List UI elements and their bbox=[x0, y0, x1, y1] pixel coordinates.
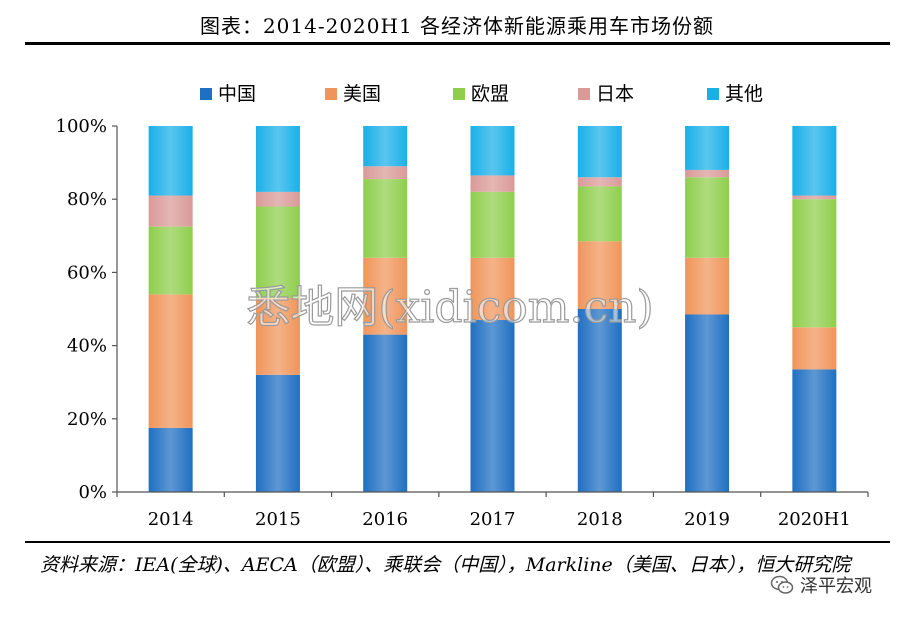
x-tick-label: 2016 bbox=[362, 509, 408, 530]
bar-segment bbox=[577, 241, 622, 309]
chart-title: 图表：2014-2020H1 各经济体新能源乘用车市场份额 bbox=[199, 14, 715, 38]
bar-segment bbox=[792, 199, 837, 328]
bar-segment bbox=[577, 186, 622, 242]
legend-swatch bbox=[200, 88, 212, 100]
bar-segment bbox=[792, 369, 837, 492]
bar-segment bbox=[255, 374, 300, 492]
bar-segment bbox=[148, 126, 193, 196]
wechat-account-name: 泽平宏观 bbox=[800, 576, 872, 597]
legend-label: 中国 bbox=[218, 83, 256, 105]
legend-swatch bbox=[453, 88, 465, 100]
bar-segment bbox=[685, 257, 730, 315]
legend: 中国 美国 欧盟 日本 其他 bbox=[200, 83, 763, 105]
bar-segment bbox=[363, 126, 408, 167]
bar-segment bbox=[470, 175, 515, 192]
top-rule bbox=[25, 42, 890, 45]
bar-segment bbox=[363, 257, 408, 335]
bar-segment bbox=[685, 126, 730, 170]
bar-segment bbox=[363, 179, 408, 258]
stacked-bar-chart: 中国 美国 欧盟 日本 其他 0% 20% 40% 60% 80% 100% 2014 2015 201… bbox=[56, 83, 869, 530]
bar-segment bbox=[792, 195, 837, 200]
bar-segment bbox=[577, 309, 622, 492]
wechat-badge: 泽平宏观 bbox=[770, 572, 872, 598]
bar-segment bbox=[470, 319, 515, 492]
y-tick-label: 100% bbox=[56, 116, 107, 137]
bars bbox=[148, 126, 837, 492]
bottom-rule bbox=[25, 541, 890, 543]
x-tick-label: 2019 bbox=[684, 509, 730, 530]
watermark: 悉地网(xidicom.cn) bbox=[246, 282, 653, 333]
source-note: 资料来源：IEA(全球)、AECA（欧盟）、乘联会（中国），Markline（美… bbox=[40, 554, 851, 576]
legend-label: 美国 bbox=[343, 83, 381, 105]
bar-segment bbox=[792, 126, 837, 196]
bar-segment bbox=[255, 126, 300, 192]
legend-label: 其他 bbox=[725, 83, 763, 105]
legend-swatch bbox=[578, 88, 590, 100]
y-tick-label: 60% bbox=[67, 262, 107, 283]
x-tick-label: 2014 bbox=[148, 509, 194, 530]
bar-segment bbox=[470, 126, 515, 176]
bar-segment bbox=[148, 195, 193, 227]
x-tick-label: 2017 bbox=[470, 509, 516, 530]
bar-segment bbox=[255, 298, 300, 375]
legend-swatch bbox=[707, 88, 719, 100]
bar-segment bbox=[685, 177, 730, 258]
bar-segment bbox=[148, 226, 193, 295]
bar-segment bbox=[577, 177, 622, 187]
x-tick-label: 2018 bbox=[577, 509, 623, 530]
wechat-icon bbox=[770, 575, 794, 594]
bar-segment bbox=[255, 191, 300, 207]
bar-segment bbox=[685, 169, 730, 178]
bar-segment bbox=[363, 334, 408, 492]
bar-segment bbox=[363, 166, 408, 180]
y-tick-label: 40% bbox=[67, 336, 107, 357]
bar-segment bbox=[685, 314, 730, 492]
axes: 0% 20% 40% 60% 80% 100% 2014 2015 2016 2017 2018 20… bbox=[56, 116, 869, 530]
bar-segment bbox=[577, 126, 622, 178]
y-tick-label: 20% bbox=[67, 409, 107, 430]
bar-segment bbox=[470, 191, 515, 258]
x-tick-label: 2015 bbox=[255, 509, 301, 530]
bar-segment bbox=[792, 327, 837, 370]
bar-segment bbox=[255, 206, 300, 299]
bar-segment bbox=[470, 257, 515, 320]
legend-label: 欧盟 bbox=[471, 83, 509, 105]
x-tick-label: 2020H1 bbox=[778, 509, 851, 530]
y-tick-label: 80% bbox=[67, 189, 107, 210]
legend-label: 日本 bbox=[596, 83, 634, 105]
bar-segment bbox=[148, 427, 193, 492]
legend-swatch bbox=[325, 88, 337, 100]
bar-segment bbox=[148, 294, 193, 428]
y-tick-label: 0% bbox=[78, 482, 107, 503]
